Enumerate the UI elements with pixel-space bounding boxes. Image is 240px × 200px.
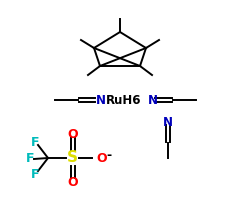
Text: -: -	[106, 148, 111, 162]
Text: RuH6: RuH6	[106, 95, 142, 108]
Text: O: O	[96, 152, 107, 164]
Text: N: N	[96, 95, 106, 108]
Text: O: O	[68, 128, 78, 140]
Text: O: O	[68, 176, 78, 188]
Text: F: F	[31, 136, 39, 148]
Text: S: S	[66, 150, 78, 166]
Text: F: F	[26, 152, 34, 166]
Text: N: N	[163, 116, 173, 129]
Text: N: N	[148, 95, 158, 108]
Text: F: F	[31, 168, 39, 180]
